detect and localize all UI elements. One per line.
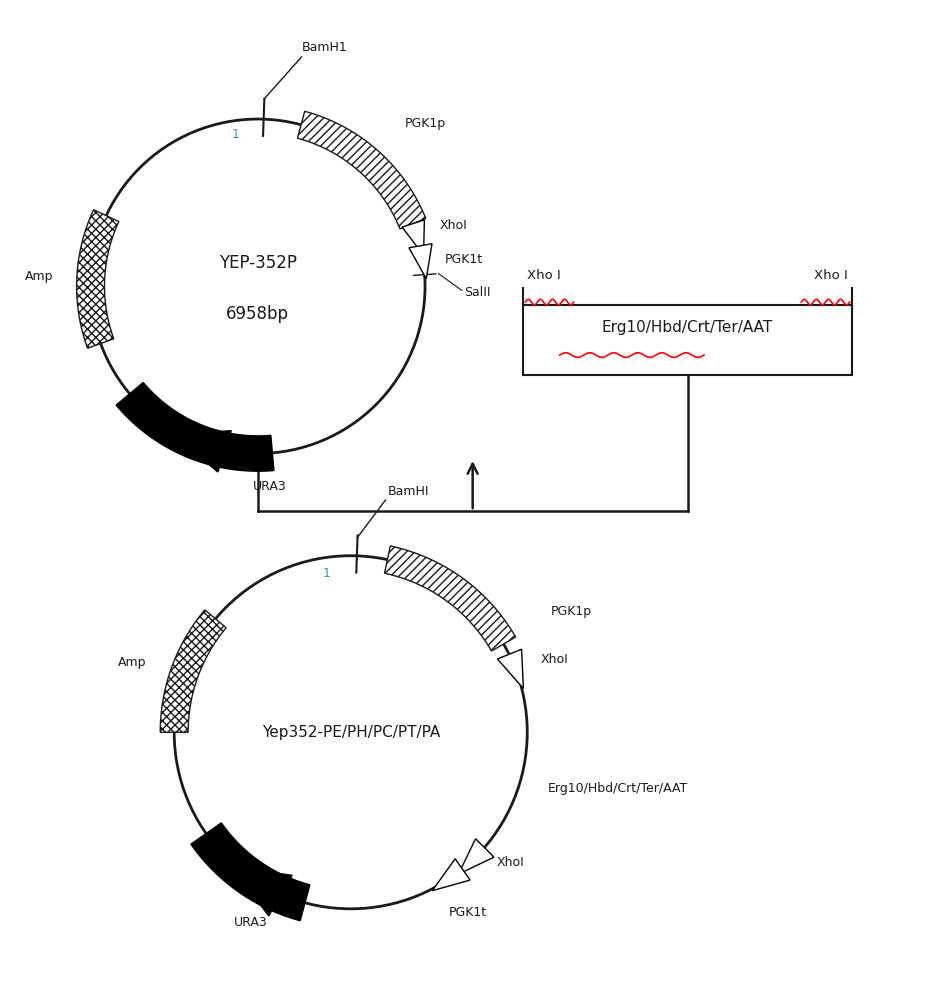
Polygon shape — [402, 220, 424, 255]
Polygon shape — [409, 244, 432, 279]
Polygon shape — [231, 867, 292, 916]
Polygon shape — [116, 382, 273, 471]
Text: URA3: URA3 — [253, 480, 287, 493]
Bar — [522, 305, 852, 375]
Text: BamH1: BamH1 — [302, 41, 347, 54]
Text: Amp: Amp — [118, 656, 146, 669]
Text: XhoI: XhoI — [497, 856, 524, 869]
Text: XhoI: XhoI — [439, 219, 467, 232]
Text: Erg10/Hbd/Crt/Ter/AAT: Erg10/Hbd/Crt/Ter/AAT — [602, 320, 773, 335]
Text: 1: 1 — [323, 567, 330, 580]
Polygon shape — [76, 210, 119, 348]
Polygon shape — [432, 859, 471, 891]
Text: URA3: URA3 — [234, 916, 268, 929]
Text: Amp: Amp — [25, 270, 54, 283]
Text: 6958bp: 6958bp — [226, 305, 290, 323]
Polygon shape — [458, 839, 494, 874]
Text: PGK1t: PGK1t — [445, 253, 483, 266]
Text: XhoI: XhoI — [541, 653, 569, 666]
Text: Xho I: Xho I — [814, 269, 848, 282]
Text: PGK1p: PGK1p — [551, 605, 591, 618]
Text: Yep352-PE/PH/PC/PT/PA: Yep352-PE/PH/PC/PT/PA — [261, 725, 439, 740]
Text: 1: 1 — [231, 128, 240, 141]
Polygon shape — [160, 610, 226, 732]
Text: BamHI: BamHI — [388, 485, 429, 498]
Text: YEP-352P: YEP-352P — [219, 254, 297, 272]
Text: PGK1t: PGK1t — [449, 906, 487, 919]
Polygon shape — [190, 823, 310, 921]
Polygon shape — [498, 649, 523, 689]
Text: PGK1p: PGK1p — [405, 117, 446, 130]
Polygon shape — [385, 546, 516, 651]
Text: Erg10/Hbd/Crt/Ter/AAT: Erg10/Hbd/Crt/Ter/AAT — [548, 782, 688, 795]
Text: SalII: SalII — [465, 286, 491, 299]
Polygon shape — [174, 431, 231, 472]
Text: Xho I: Xho I — [527, 269, 561, 282]
Polygon shape — [297, 111, 426, 229]
